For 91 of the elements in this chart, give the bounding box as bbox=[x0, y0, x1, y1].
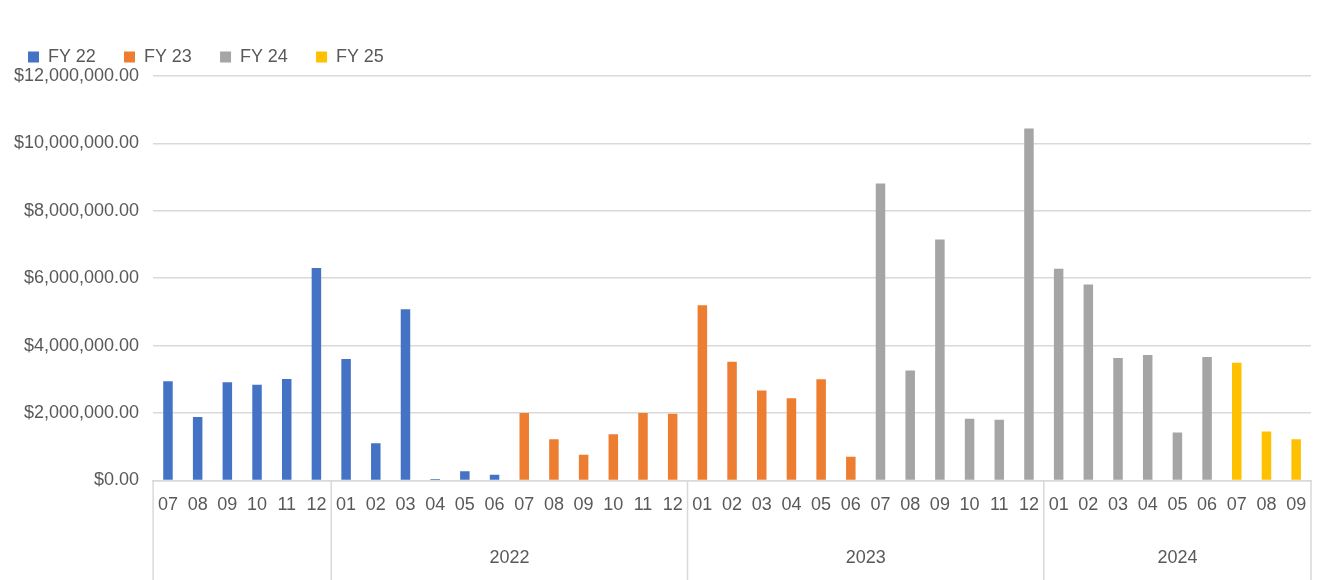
text: 2023 bbox=[845, 547, 886, 568]
bar bbox=[549, 439, 559, 480]
bar bbox=[816, 379, 826, 480]
bar bbox=[994, 419, 1005, 480]
x-tick-label: 08 bbox=[1256, 494, 1277, 515]
legend-label: FY 25 bbox=[336, 45, 384, 66]
x-tick-label: 10 bbox=[247, 494, 268, 515]
y-tick-label: $6,000,000.00 bbox=[24, 267, 140, 288]
bar bbox=[608, 434, 619, 480]
bar bbox=[786, 398, 797, 480]
x-tick-label: 07 bbox=[157, 494, 178, 515]
x-tick-label: 02 bbox=[365, 494, 386, 515]
bar bbox=[1232, 362, 1242, 480]
x-tick-label: 12 bbox=[1018, 494, 1039, 515]
bar bbox=[489, 474, 500, 480]
x-tick-label: 09 bbox=[929, 494, 950, 515]
x-tick-label: 03 bbox=[1108, 494, 1129, 515]
x-tick-label: 07 bbox=[1226, 494, 1247, 515]
x-tick-label: 11 bbox=[989, 494, 1009, 515]
bar bbox=[222, 382, 233, 480]
y-tick-label: $12,000,000.00 bbox=[14, 64, 140, 85]
x-tick-label: 10 bbox=[603, 494, 624, 515]
bar bbox=[667, 413, 678, 480]
bar bbox=[252, 384, 262, 480]
x-tick-label: 06 bbox=[1197, 494, 1218, 515]
x-tick-label: 04 bbox=[425, 494, 446, 515]
bar bbox=[1024, 128, 1034, 480]
x-tick-label: 09 bbox=[1286, 494, 1307, 515]
x-tick-label: 10 bbox=[959, 494, 980, 515]
y-tick-label: $10,000,000.00 bbox=[14, 132, 140, 153]
bar bbox=[311, 268, 322, 480]
y-tick-label: $8,000,000.00 bbox=[24, 199, 140, 220]
bar bbox=[460, 471, 470, 480]
bar bbox=[935, 239, 945, 480]
bar bbox=[163, 381, 173, 480]
bar bbox=[578, 454, 589, 480]
x-tick-label: 09 bbox=[573, 494, 594, 515]
bar bbox=[1142, 355, 1153, 480]
bar bbox=[519, 413, 529, 480]
bar bbox=[1202, 357, 1212, 480]
x-tick-label: 12 bbox=[306, 494, 327, 515]
x-tick-label: 08 bbox=[187, 494, 208, 515]
x-tick-label: 09 bbox=[217, 494, 238, 515]
bar bbox=[875, 183, 886, 480]
bar bbox=[371, 443, 381, 480]
legend-label: FY 23 bbox=[144, 45, 192, 66]
bar bbox=[1053, 268, 1064, 480]
x-tick-label: 04 bbox=[1137, 494, 1158, 515]
y-tick-label: $2,000,000.00 bbox=[24, 401, 140, 422]
x-tick-label: 11 bbox=[633, 494, 653, 515]
bar bbox=[905, 370, 915, 480]
x-tick-label: 05 bbox=[1167, 494, 1188, 515]
x-tick-label: 03 bbox=[751, 494, 772, 515]
legend-label: FY 22 bbox=[48, 45, 96, 66]
bar bbox=[1172, 432, 1183, 480]
x-tick-label: 03 bbox=[395, 494, 416, 515]
x-tick-label: 07 bbox=[870, 494, 891, 515]
x-tick-label: 06 bbox=[840, 494, 861, 515]
legend-label: FY 24 bbox=[240, 45, 288, 66]
bar bbox=[1261, 431, 1272, 480]
x-tick-label: 01 bbox=[692, 494, 713, 515]
bar bbox=[341, 359, 351, 480]
bar bbox=[1083, 284, 1094, 480]
x-tick-label: 08 bbox=[543, 494, 564, 515]
x-tick-label: 02 bbox=[722, 494, 743, 515]
bar bbox=[1291, 439, 1301, 480]
y-tick-label: $4,000,000.00 bbox=[24, 334, 140, 355]
bar bbox=[846, 456, 856, 480]
bar bbox=[697, 305, 708, 480]
x-tick-label: 02 bbox=[1078, 494, 1099, 515]
x-tick-label: 05 bbox=[454, 494, 475, 515]
x-tick-label: 04 bbox=[781, 494, 802, 515]
x-tick-label: 07 bbox=[514, 494, 535, 515]
text: 2024 bbox=[1157, 547, 1198, 568]
x-tick-label: 12 bbox=[662, 494, 683, 515]
bar bbox=[192, 417, 203, 480]
bar bbox=[400, 309, 411, 480]
x-tick-label: 06 bbox=[484, 494, 505, 515]
bar bbox=[964, 418, 975, 480]
x-tick-label: 08 bbox=[900, 494, 921, 515]
bar bbox=[757, 390, 767, 480]
bar bbox=[281, 378, 292, 480]
bar bbox=[727, 361, 737, 480]
x-tick-label: 11 bbox=[277, 494, 297, 515]
x-tick-label: 05 bbox=[811, 494, 832, 515]
bar bbox=[638, 413, 648, 480]
x-tick-label: 01 bbox=[1048, 494, 1069, 515]
x-tick-label: 01 bbox=[336, 494, 357, 515]
text: 2022 bbox=[489, 547, 530, 568]
y-tick-label: $0.00 bbox=[94, 469, 140, 490]
bar bbox=[1113, 358, 1123, 480]
